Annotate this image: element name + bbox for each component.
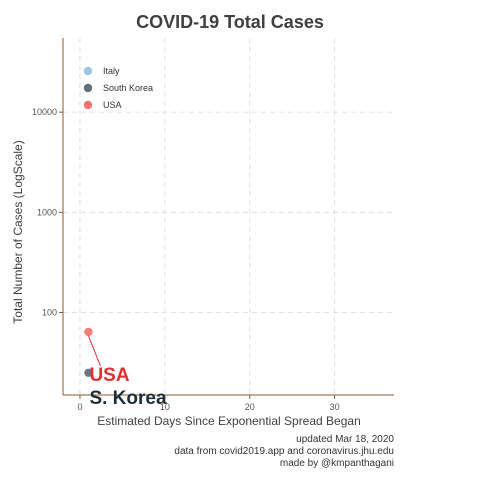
caption-author: made by @kmpanthagani bbox=[280, 458, 394, 469]
x-tick-label-30: 30 bbox=[330, 402, 340, 412]
grid bbox=[63, 38, 394, 395]
caption-updated: updated Mar 18, 2020 bbox=[296, 434, 394, 445]
y-axis-label: Total Number of Cases (LogScale) bbox=[11, 140, 25, 323]
x-tick-label-20: 20 bbox=[245, 402, 255, 412]
legend: Italy South Korea USA bbox=[83, 66, 153, 110]
y-tick-label-100: 100 bbox=[42, 307, 57, 317]
x-tick-label-0: 0 bbox=[77, 402, 82, 412]
chart-title: COVID-19 Total Cases bbox=[136, 12, 324, 32]
legend-marker-2 bbox=[83, 100, 93, 110]
y-tick-label-1000: 1000 bbox=[37, 207, 57, 217]
legend-label-0: Italy bbox=[103, 66, 120, 76]
x-tick-label-10: 10 bbox=[160, 402, 170, 412]
data-points bbox=[84, 327, 93, 377]
annotation-label-0: USA bbox=[89, 365, 129, 386]
legend-marker-0 bbox=[83, 66, 93, 76]
legend-label-2: USA bbox=[103, 100, 122, 110]
axes bbox=[59, 38, 394, 399]
legend-marker-1 bbox=[83, 83, 93, 93]
data-point-2-0 bbox=[84, 327, 93, 337]
caption-source: data from covid2019.app and coronavirus.… bbox=[174, 446, 394, 457]
y-tick-label-10000: 10000 bbox=[32, 107, 57, 117]
annotation-label-1: S. Korea bbox=[89, 388, 167, 409]
x-axis-label: Estimated Days Since Exponential Spread … bbox=[97, 414, 361, 428]
tick-labels: 0 10 20 30 100 1000 10000 bbox=[32, 107, 340, 412]
data-point-1-0 bbox=[84, 368, 93, 377]
annotation-leader-0 bbox=[87, 335, 101, 367]
legend-label-1: South Korea bbox=[103, 83, 153, 93]
